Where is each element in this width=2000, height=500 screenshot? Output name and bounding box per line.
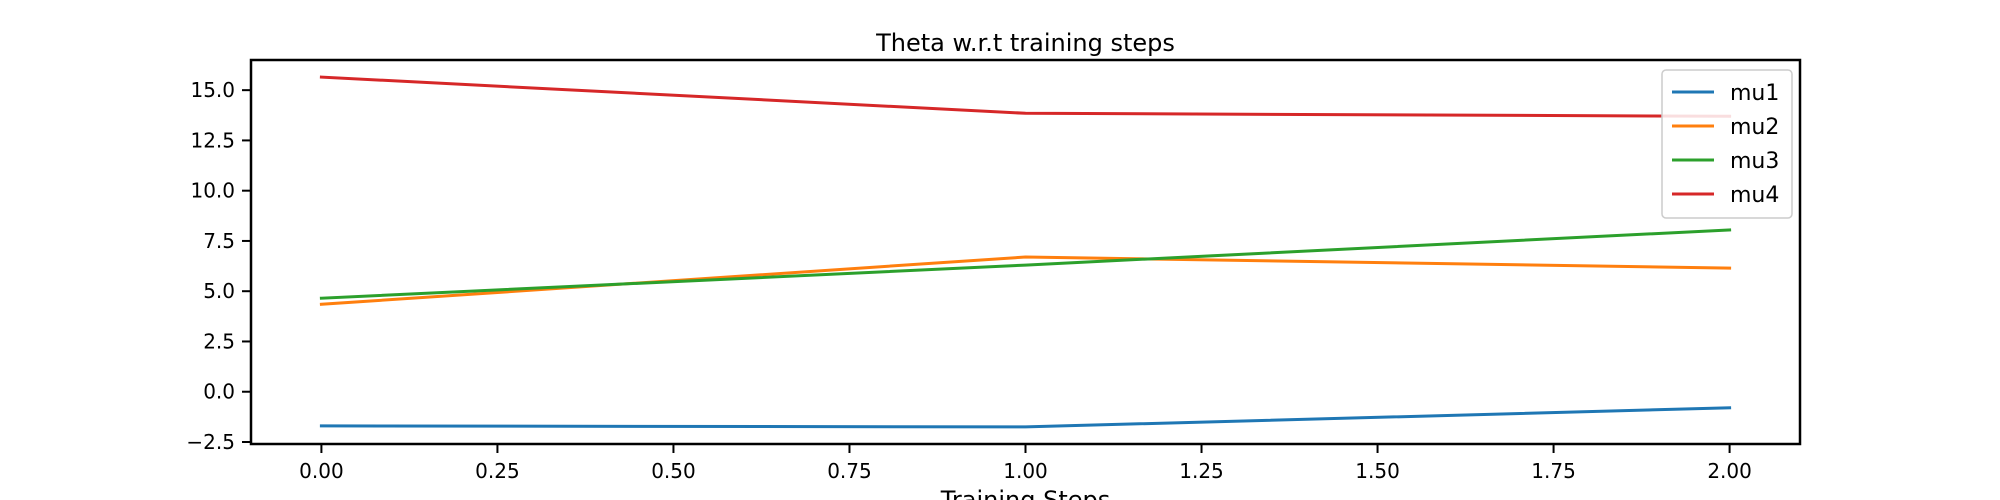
y-tick-label: 2.5 — [203, 329, 235, 353]
legend-label-mu2: mu2 — [1730, 115, 1779, 140]
x-tick-label: 0.75 — [827, 459, 872, 483]
x-tick-label: 1.25 — [1179, 459, 1224, 483]
x-tick-label: 1.75 — [1531, 459, 1576, 483]
y-axis: −2.5 0.0 2.5 5.0 7.5 10.0 12.5 15.0 — [186, 78, 251, 454]
legend-box — [1661, 69, 1793, 219]
x-tick-label: 0.25 — [475, 459, 520, 483]
y-tick-label: −2.5 — [186, 430, 235, 454]
x-tick-label: 1.00 — [1003, 459, 1048, 483]
plot-frame — [249, 58, 1802, 446]
x-axis-label: Training Steps — [940, 486, 1110, 500]
series-line-mu1 — [319, 406, 1732, 429]
legend-label-mu4: mu4 — [1730, 183, 1779, 208]
legend-label-mu3: mu3 — [1730, 149, 1779, 174]
y-tick-label: 12.5 — [190, 128, 235, 152]
x-tick-label: 2.00 — [1707, 459, 1752, 483]
y-tick-label: 5.0 — [203, 279, 235, 303]
y-tick-label: 0.0 — [203, 380, 235, 404]
y-tick-label: 15.0 — [190, 78, 235, 102]
x-tick-label: 0.50 — [651, 459, 696, 483]
series-line-mu4 — [319, 75, 1732, 118]
y-tick-label: 7.5 — [203, 229, 235, 253]
legend: mu1 mu2 mu3 mu4 — [1661, 69, 1793, 219]
y-tick-label: 10.0 — [190, 179, 235, 203]
x-tick-label: 1.50 — [1355, 459, 1400, 483]
x-tick-label: 0.00 — [299, 459, 344, 483]
series-line-mu3 — [319, 228, 1732, 300]
chart-title: Theta w.r.t training steps — [875, 29, 1175, 57]
x-axis: 0.00 0.25 0.50 0.75 1.00 1.25 1.50 1.75 2.00 — [299, 444, 1752, 483]
legend-label-mu1: mu1 — [1730, 81, 1779, 106]
series-lines — [319, 75, 1732, 429]
